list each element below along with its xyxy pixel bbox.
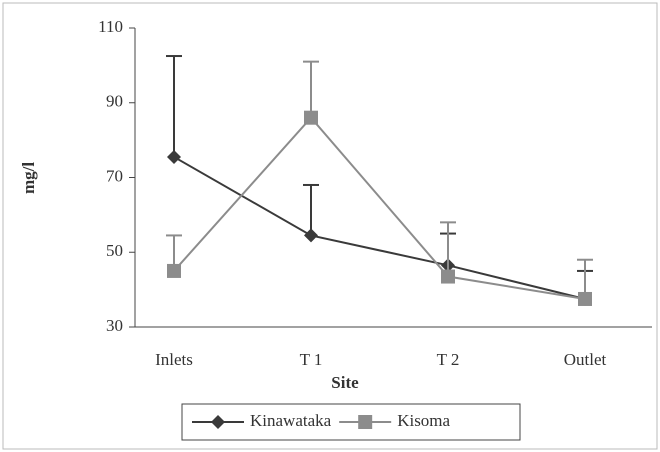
x-tick-label: T 1 xyxy=(300,350,323,369)
x-tick-label: T 2 xyxy=(437,350,460,369)
x-tick-label: Outlet xyxy=(564,350,607,369)
series-line xyxy=(173,156,586,300)
y-tick-label: 70 xyxy=(106,166,123,185)
point xyxy=(167,263,181,278)
point xyxy=(441,269,455,284)
x-tick-label: Inlets xyxy=(155,350,193,369)
legend-label: Kisoma xyxy=(397,411,450,430)
y-tick-label: 50 xyxy=(106,241,123,260)
legend-marker xyxy=(211,415,225,429)
point xyxy=(167,149,181,164)
y-tick-label: 90 xyxy=(106,92,123,111)
legend-label: Kinawataka xyxy=(250,411,332,430)
point xyxy=(304,110,318,125)
series-line xyxy=(173,116,586,300)
x-axis-label: Site xyxy=(331,373,359,392)
y-tick-label: 30 xyxy=(106,316,123,335)
point xyxy=(578,291,592,306)
y-tick-label: 110 xyxy=(98,17,123,36)
y-axis-label: mg/l xyxy=(19,162,38,194)
legend-marker xyxy=(358,415,373,429)
point xyxy=(304,228,318,243)
